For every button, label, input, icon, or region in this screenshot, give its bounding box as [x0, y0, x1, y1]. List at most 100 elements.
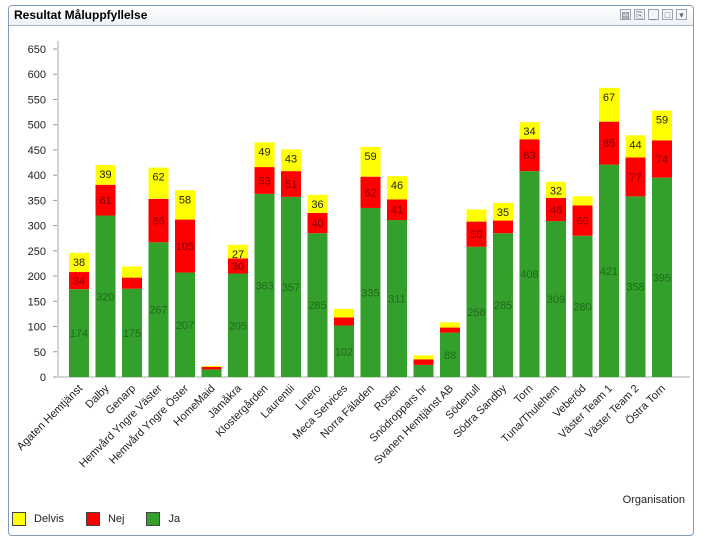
- bar-segment-ja: [466, 246, 487, 377]
- bar-segment-nej: [519, 139, 540, 172]
- bar-segment-nej: [69, 272, 89, 290]
- data-label: 63: [523, 150, 535, 162]
- data-label: 363: [255, 280, 273, 292]
- data-label: 62: [364, 187, 376, 199]
- data-label: 77: [629, 172, 641, 184]
- y-tick-label: 500: [28, 120, 46, 132]
- legend-item-nej[interactable]: Nej: [85, 512, 125, 526]
- x-tick-label: Torn: [512, 383, 536, 407]
- data-label: 53: [258, 175, 270, 187]
- bar-segment-nej: [360, 176, 381, 208]
- bar-segment-ja: [652, 177, 672, 377]
- bar-segment-ja: [519, 171, 540, 377]
- bar-segment-delvis: [69, 252, 89, 273]
- bar-segment-delvis: [652, 110, 672, 141]
- bar-segment-nej: [625, 157, 646, 197]
- data-label: 207: [176, 320, 194, 332]
- data-label: 258: [467, 307, 485, 319]
- bar-segment-ja: [572, 235, 593, 377]
- maximize-icon[interactable]: □: [662, 9, 673, 20]
- legend-item-delvis[interactable]: Delvis: [12, 512, 64, 526]
- legend-item-ja[interactable]: Ja: [146, 512, 180, 526]
- export-icon[interactable]: ⎘: [634, 9, 645, 20]
- y-tick-label: 400: [28, 170, 46, 182]
- bar-segment-ja: [69, 289, 89, 377]
- data-label: 35: [497, 207, 509, 219]
- bar-segment-nej: [148, 198, 169, 243]
- print-icon[interactable]: ▤: [620, 9, 631, 20]
- data-label: 335: [361, 287, 379, 299]
- bar-segment-nej: [387, 199, 407, 221]
- data-label: 59: [656, 115, 668, 127]
- data-label: 51: [285, 179, 297, 191]
- bar-segment-nej: [413, 359, 434, 365]
- data-label: 395: [653, 272, 671, 284]
- bar-segment-nej: [201, 366, 222, 370]
- data-label: 27: [232, 249, 244, 261]
- data-label: 175: [123, 328, 141, 340]
- data-label: 358: [626, 282, 644, 294]
- data-label: 267: [149, 305, 167, 317]
- data-label: 43: [285, 153, 297, 165]
- bar-segment-delvis: [95, 165, 116, 185]
- data-label: 311: [388, 294, 406, 306]
- data-label: 34: [523, 126, 535, 138]
- y-tick-label: 200: [28, 271, 46, 283]
- y-tick-label: 350: [28, 195, 46, 207]
- bar-segment-nej: [254, 167, 275, 194]
- bar-segment-delvis: [572, 196, 593, 206]
- data-label: 85: [603, 138, 615, 150]
- bar-segment-delvis: [122, 266, 142, 278]
- bar-segment-ja: [625, 196, 646, 377]
- data-label: 280: [573, 301, 591, 313]
- bar-segment-ja: [413, 364, 434, 377]
- bar-segment-delvis: [413, 355, 434, 360]
- data-label: 59: [364, 151, 376, 163]
- data-label: 46: [550, 204, 562, 216]
- data-label: 60: [576, 216, 588, 228]
- bar-segment-ja: [281, 196, 301, 377]
- data-label: 320: [96, 291, 114, 303]
- bar-segment-ja: [148, 242, 169, 377]
- window-controls: ▤ ⎘ _ □ ▾: [620, 9, 687, 20]
- data-label: 421: [600, 266, 618, 278]
- data-label: 408: [520, 269, 538, 281]
- minimize-icon[interactable]: _: [648, 9, 659, 20]
- y-tick-label: 0: [40, 372, 46, 384]
- bar-segment-delvis: [281, 149, 301, 172]
- y-tick-label: 100: [28, 322, 46, 334]
- bar-segment-delvis: [546, 181, 566, 198]
- bar-segment-ja: [122, 288, 142, 377]
- legend-label: Ja: [168, 513, 181, 525]
- menu-icon[interactable]: ▾: [676, 9, 687, 20]
- bar-segment-nej: [652, 140, 672, 178]
- bar-segment-ja: [228, 273, 248, 377]
- y-tick-label: 50: [34, 347, 46, 359]
- bar-segment-ja: [254, 193, 275, 377]
- bar-segment-nej: [334, 317, 354, 326]
- bar-segment-nej: [281, 171, 301, 197]
- bar-segment-ja: [175, 272, 195, 377]
- data-label: 285: [494, 300, 512, 312]
- bar-segment-ja: [95, 215, 116, 377]
- bar-segment-ja: [440, 332, 460, 377]
- bar-segment-delvis: [148, 167, 169, 199]
- legend-label: Delvis: [34, 513, 64, 525]
- bar-segment-nej: [122, 277, 142, 289]
- data-label: 38: [73, 257, 85, 269]
- legend-label: Nej: [107, 513, 125, 525]
- data-label: 34: [73, 276, 85, 288]
- data-label: 309: [547, 294, 565, 306]
- bar-segment-delvis: [360, 146, 381, 177]
- legend: Delvis Nej Ja: [12, 512, 180, 526]
- bar-segment-ja: [546, 221, 566, 377]
- bar-segment-nej: [599, 121, 619, 165]
- data-label: 88: [444, 350, 456, 362]
- bar-segment-ja: [360, 207, 381, 377]
- data-label: 30: [232, 261, 244, 273]
- bar-segment-ja: [334, 325, 354, 377]
- bar-segment-nej: [228, 258, 248, 274]
- x-axis-title: Organisation: [622, 494, 685, 506]
- bar-segment-ja: [387, 220, 407, 377]
